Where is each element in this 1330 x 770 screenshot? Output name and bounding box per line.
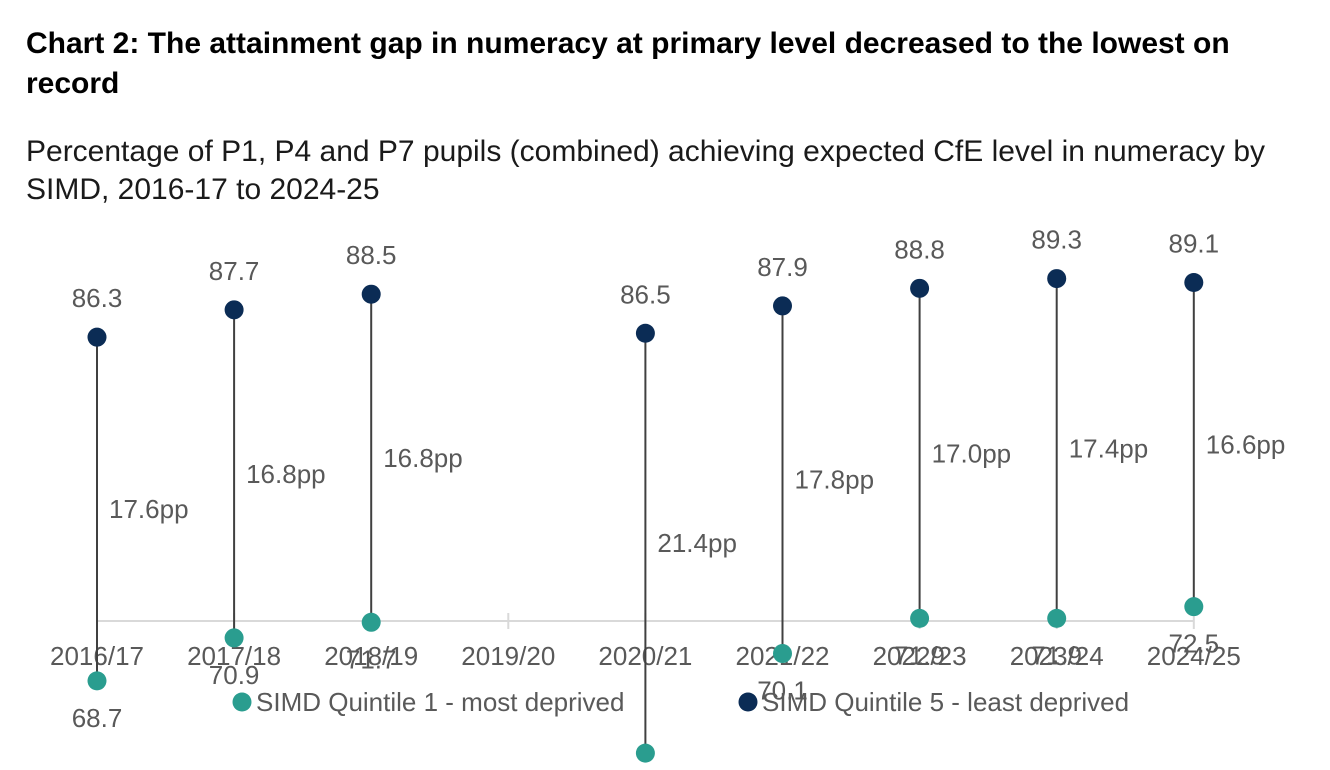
quintile5-value-label: 88.8 (894, 234, 945, 264)
quintile1-point (1047, 608, 1067, 628)
chart-subtitle: Percentage of P1, P4 and P7 pupils (comb… (26, 135, 1266, 206)
legend-quintile1-label: SIMD Quintile 1 - most deprived (256, 687, 624, 717)
quintile5-point (635, 323, 655, 343)
quintile5-point (773, 296, 792, 316)
quintile1-point (1184, 597, 1204, 617)
quintile1-point (910, 608, 930, 628)
x-tick-label: 2022/23 (873, 641, 967, 671)
chart-title: Chart 2: The attainment gap in numeracy … (26, 27, 1230, 100)
quintile1-value-label: 70.9 (209, 660, 260, 690)
gap-label: 17.4pp (1069, 433, 1149, 463)
quintile5-point (1047, 269, 1067, 289)
quintile1-value-label: 70.1 (757, 676, 808, 706)
quintile1-point (224, 628, 244, 648)
quintile5-point (87, 327, 107, 347)
quintile1-point (635, 743, 655, 763)
x-tick-label: 2019/20 (461, 641, 555, 671)
legend-quintile5-marker (738, 692, 758, 712)
legend-quintile1-marker (232, 692, 252, 712)
quintile1-value-label: 68.7 (72, 703, 123, 733)
quintile5-value-label: 87.7 (209, 256, 260, 286)
quintile5-point (910, 278, 930, 298)
gap-label: 16.6pp (1206, 430, 1286, 460)
quintile5-point (224, 300, 244, 320)
x-tick-label: 2018/19 (324, 641, 418, 671)
gap-label: 17.6pp (109, 494, 189, 524)
x-tick-label: 2023/24 (1010, 641, 1104, 671)
quintile5-value-label: 86.3 (72, 283, 123, 313)
gap-label: 17.0pp (932, 438, 1012, 468)
gap-label: 21.4pp (657, 528, 737, 558)
quintile1-point (773, 644, 792, 664)
quintile1-point (87, 671, 107, 691)
quintile5-value-label: 89.3 (1031, 225, 1082, 255)
quintile5-value-label: 86.5 (620, 279, 671, 309)
gap-label: 17.8pp (795, 465, 875, 495)
gap-label: 16.8pp (383, 443, 463, 473)
x-tick-label: 2024/25 (1147, 641, 1241, 671)
quintile5-point (361, 284, 381, 304)
quintile5-point (1184, 272, 1204, 292)
quintile1-value-label: 71.9 (894, 640, 945, 670)
legend-quintile5-label: SIMD Quintile 5 - least deprived (762, 687, 1129, 717)
quintile5-value-label: 89.1 (1168, 228, 1219, 258)
quintile5-value-label: 87.9 (757, 252, 808, 282)
quintile1-value-label: 72.5 (1168, 629, 1219, 659)
quintile1-value-label: 71.9 (1031, 640, 1082, 670)
quintile5-value-label: 88.5 (346, 240, 397, 270)
quintile1-point (361, 612, 381, 632)
gap-label: 16.8pp (246, 459, 326, 489)
quintile1-value-label: 71.7 (346, 644, 397, 674)
